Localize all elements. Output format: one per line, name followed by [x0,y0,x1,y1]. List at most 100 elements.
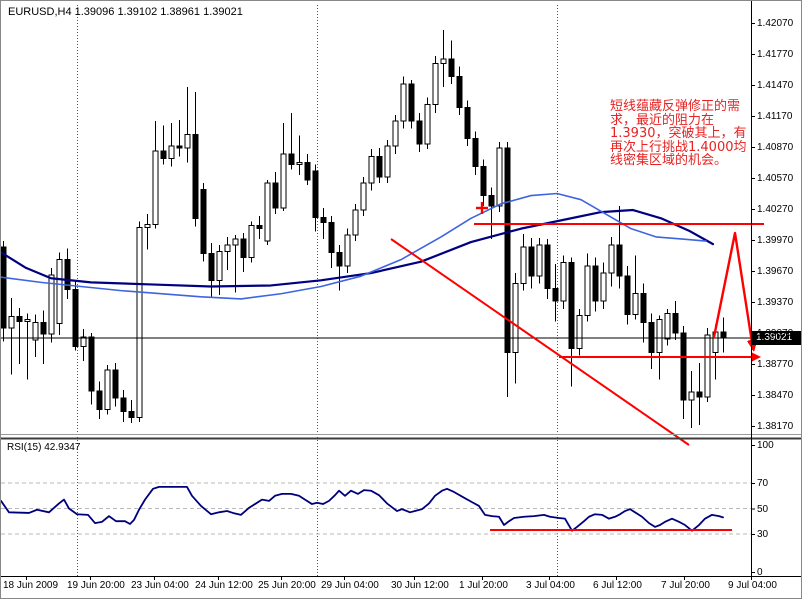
candle-body [160,150,167,159]
candle-body [688,391,695,401]
time-axis-label: 23 Jun 04:00 [131,580,189,591]
candle-body [16,315,23,323]
time-axis-label: 25 Jun 20:00 [258,580,316,591]
candle-body [40,322,47,335]
candle-body [232,238,239,246]
candle-body [320,216,327,223]
candle-body [304,162,311,181]
candle-body [488,195,495,207]
candle-body [592,265,599,302]
candle-body [472,138,479,168]
candle-body [368,155,375,184]
time-axis-label: 3 Jul 04:00 [526,580,575,591]
candle-body [56,259,63,325]
price-axis-label: 1.38770 [757,359,794,370]
candle-body [600,272,607,302]
candle-body [104,369,111,410]
time-axis-label: 6 Jul 12:00 [593,580,642,591]
chart-symbol-title: EURUSD,H4 1.39096 1.39102 1.38961 1.3902… [8,6,243,18]
candle-body [256,225,263,230]
time-axis-label: 24 Jun 12:00 [195,580,253,591]
price-axis-label: 1.41770 [757,49,794,60]
projection-arrow[interactable] [712,231,755,351]
candle-body [184,134,191,149]
candle-body [672,312,679,334]
candle-body [512,282,519,354]
rsi-axis-label: 70 [757,478,769,490]
time-axis-label: 29 Jun 04:00 [321,580,379,591]
candle-body [88,336,95,392]
candle-body [80,336,87,347]
rsi-axis-label: 0 [757,567,763,578]
price-axis-label: 1.39370 [757,297,794,308]
candle-body [464,107,471,140]
candle-body [424,104,431,145]
candle-body [400,83,407,122]
candle-body [624,275,631,315]
candle-body [536,244,543,277]
candle-body [640,293,647,324]
candle-body [560,262,567,302]
candle-body [192,134,199,219]
rsi-indicator-label: RSI(15) 42.9347 [7,442,81,453]
candle-body [280,153,287,209]
candle-body [392,120,399,147]
price-axis-label: 1.39670 [757,266,794,277]
candle-body [120,397,127,413]
candle-body [152,150,159,225]
candle-body [664,312,671,340]
price-axis-label: 1.38170 [757,421,794,432]
candle-body [216,250,223,281]
candle-body [520,246,527,284]
candle-body [168,145,175,159]
candle-body [448,58,455,78]
time-axis-label: 30 Jun 12:00 [391,580,449,591]
candle-body [584,265,591,316]
price-axis-label: 1.39070 [757,328,794,339]
candle-body [544,244,551,290]
time-axis-label: 18 Jun 2009 [3,580,59,591]
candle-body [112,369,119,399]
candle-body [24,319,31,323]
price-axis-label: 1.40870 [757,142,794,153]
candle-body [704,334,711,398]
price-axis-label: 1.41170 [757,111,793,122]
candle-body [720,331,727,339]
candle-body [96,390,103,410]
candle-body [8,315,15,329]
candle-body [296,162,303,166]
candle-body [616,244,623,277]
rsi-axis-label: 50 [757,503,769,515]
candle-body [336,251,343,267]
candle-body [696,391,703,398]
candle-body [288,153,295,166]
candle-body [528,246,535,277]
candle-body [384,145,391,178]
candle-body [144,224,151,229]
candle-body [224,244,231,252]
candle-body [328,221,335,253]
price-axis-label: 1.42070 [757,18,794,29]
candle-body [496,147,503,207]
candle-body [552,288,559,302]
candle-body [208,252,215,281]
rsi-axis-label: 100 [757,440,774,451]
current-price-badge: 1.39021 [752,331,801,345]
candle-body [48,274,55,335]
candle-body [656,319,663,354]
candle-body [32,322,39,341]
candle-body [128,411,135,419]
price-axis-label: 1.41470 [757,80,794,91]
candle-body [416,120,423,145]
time-axis-label: 9 Jul 04:00 [728,580,777,591]
price-axis-label: 1.39970 [757,235,794,246]
rsi-line [1,486,724,532]
candle-body [576,314,583,349]
candle-body [1,246,7,329]
candle-body [456,76,463,109]
candle-body [608,244,615,274]
downtrend-line[interactable] [390,238,690,446]
analysis-note: 短线蕴藏反弹修正的需 求，最近的阻力在 1.3930，突破其上，有 再次上行挑战… [610,99,747,168]
